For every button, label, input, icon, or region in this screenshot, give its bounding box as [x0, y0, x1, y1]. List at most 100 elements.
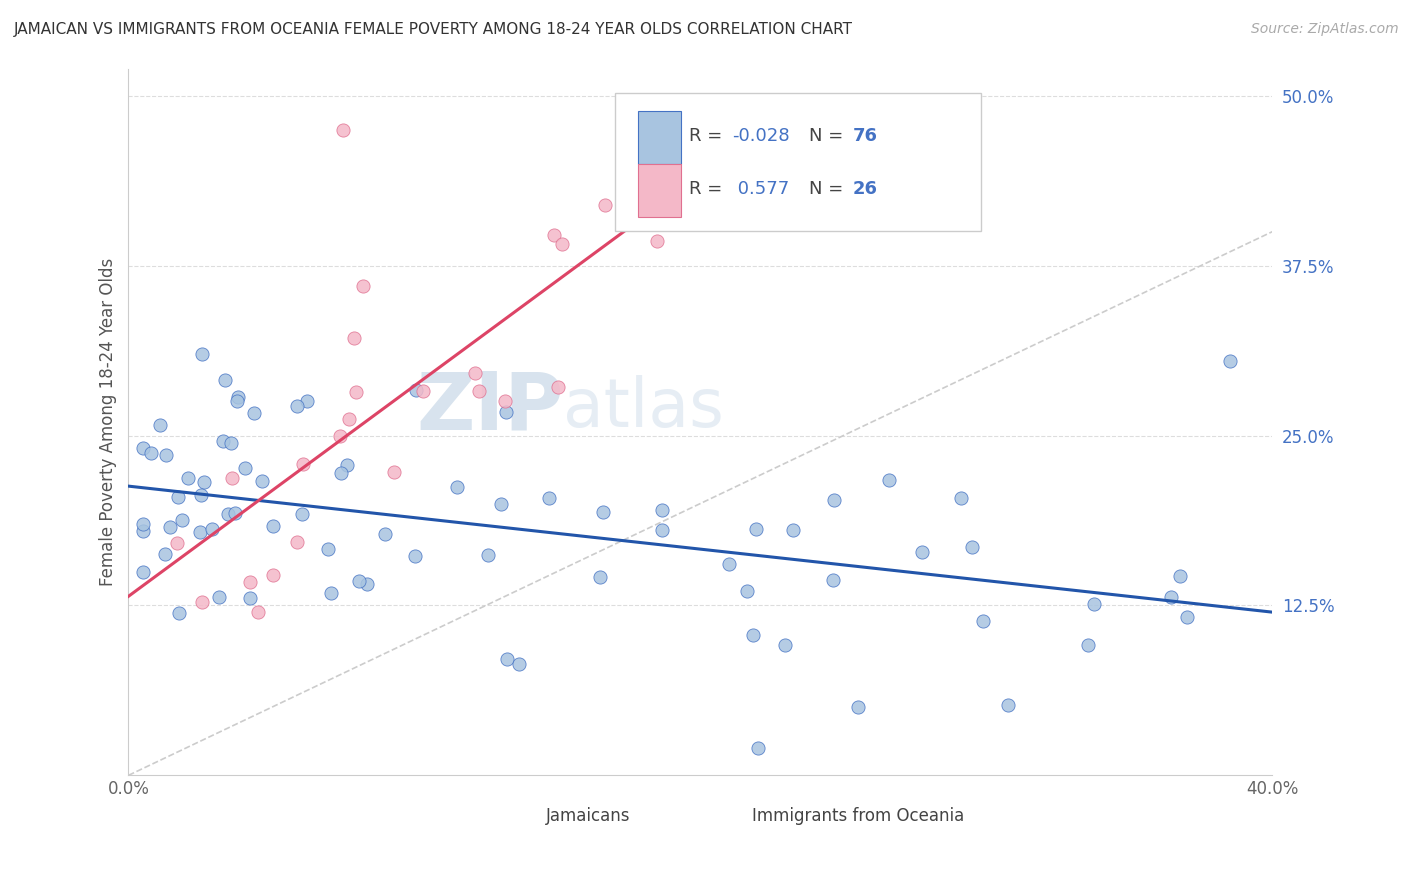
Point [155, 448, 177, 462]
Point [495, 652, 517, 666]
Text: N =: N = [808, 179, 849, 198]
Point [343, 331, 366, 345]
Point [170, 513, 193, 527]
Point [508, 657, 530, 672]
Point [477, 548, 499, 562]
Point [1168, 569, 1191, 583]
Point [644, 201, 666, 215]
Point [356, 577, 378, 591]
Point [250, 474, 273, 488]
Point [246, 605, 269, 619]
FancyBboxPatch shape [709, 802, 744, 829]
Point [489, 497, 512, 511]
Point [972, 614, 994, 628]
Point [190, 347, 212, 361]
Text: Source: ZipAtlas.com: Source: ZipAtlas.com [1251, 22, 1399, 37]
Point [547, 380, 569, 394]
Point [201, 522, 224, 536]
Text: 26: 26 [852, 179, 877, 198]
Point [221, 471, 243, 485]
Point [960, 541, 983, 555]
Point [745, 522, 768, 536]
Point [494, 394, 516, 409]
Point [659, 178, 682, 193]
Point [159, 520, 181, 534]
Point [495, 405, 517, 419]
Point [224, 506, 246, 520]
Point [997, 698, 1019, 713]
Point [329, 429, 352, 443]
Point [285, 535, 308, 549]
Point [651, 502, 673, 516]
Point [262, 519, 284, 533]
FancyBboxPatch shape [502, 802, 538, 829]
Point [139, 446, 162, 460]
Point [132, 524, 155, 539]
Point [132, 441, 155, 455]
FancyBboxPatch shape [637, 164, 681, 217]
Point [297, 394, 319, 409]
Text: atlas: atlas [564, 375, 724, 441]
Point [212, 434, 235, 448]
Point [330, 467, 353, 481]
Point [132, 516, 155, 531]
Point [166, 536, 188, 550]
Point [226, 394, 249, 409]
Point [593, 198, 616, 212]
Point [188, 524, 211, 539]
Point [347, 574, 370, 589]
Point [538, 491, 561, 506]
Point [233, 461, 256, 475]
Point [239, 575, 262, 590]
Point [239, 591, 262, 605]
Point [823, 573, 845, 587]
Text: ZIP: ZIP [416, 368, 564, 447]
Point [823, 493, 845, 508]
Point [382, 466, 405, 480]
Point [950, 491, 973, 505]
Point [782, 523, 804, 537]
Point [846, 700, 869, 714]
Point [177, 470, 200, 484]
Text: 76: 76 [852, 127, 877, 145]
Text: R =: R = [689, 179, 728, 198]
Point [1160, 591, 1182, 605]
Text: N =: N = [808, 127, 849, 145]
Point [1175, 610, 1198, 624]
Point [217, 507, 239, 521]
FancyBboxPatch shape [614, 94, 981, 231]
Point [169, 606, 191, 620]
Text: JAMAICAN VS IMMIGRANTS FROM OCEANIA FEMALE POVERTY AMONG 18-24 YEAR OLDS CORRELA: JAMAICAN VS IMMIGRANTS FROM OCEANIA FEMA… [14, 22, 853, 37]
Point [291, 507, 314, 521]
Point [219, 436, 242, 450]
Point [468, 384, 491, 399]
Point [877, 473, 900, 487]
Point [132, 565, 155, 579]
Point [741, 628, 763, 642]
Point [332, 122, 354, 136]
Point [543, 228, 565, 243]
Point [319, 586, 342, 600]
Point [166, 490, 188, 504]
Point [773, 638, 796, 652]
Point [285, 399, 308, 413]
Point [226, 390, 249, 404]
Text: Immigrants from Oceania: Immigrants from Oceania [752, 806, 965, 824]
Point [208, 590, 231, 604]
Point [292, 457, 315, 471]
FancyBboxPatch shape [637, 111, 681, 164]
Point [1077, 638, 1099, 652]
Point [344, 384, 367, 399]
Point [193, 475, 215, 489]
Point [412, 384, 434, 398]
Point [911, 545, 934, 559]
Point [374, 527, 396, 541]
Point [446, 480, 468, 494]
Point [191, 595, 214, 609]
Point [651, 523, 673, 537]
Point [592, 505, 614, 519]
Text: 0.577: 0.577 [733, 179, 790, 198]
Point [1083, 597, 1105, 611]
Text: -0.028: -0.028 [733, 127, 790, 145]
Point [404, 549, 426, 563]
